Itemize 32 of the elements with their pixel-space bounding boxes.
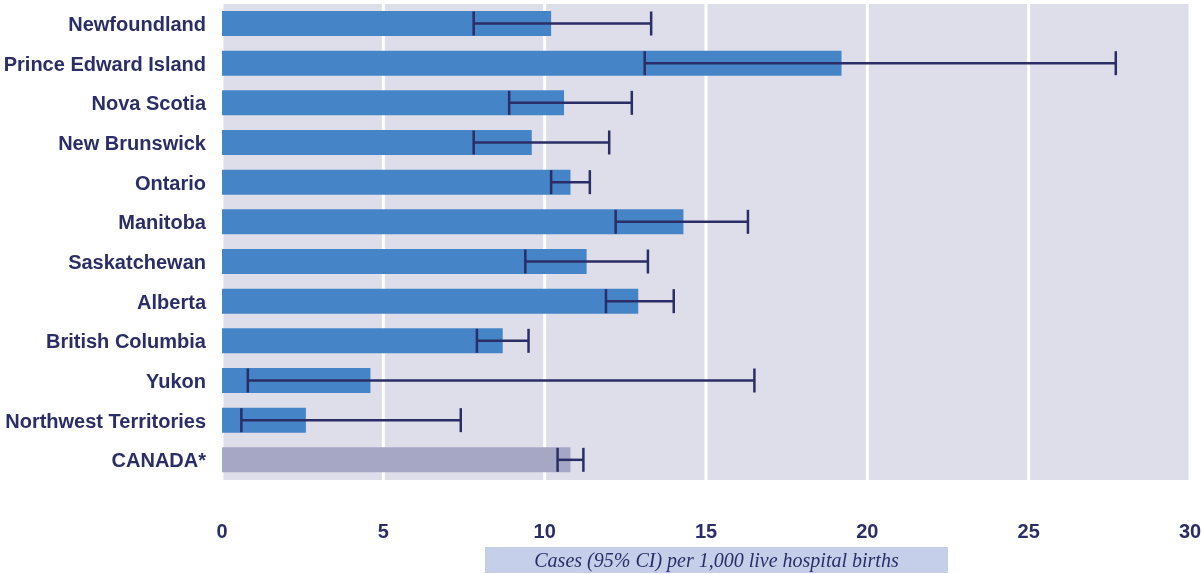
- bar: [222, 328, 503, 354]
- bar: [222, 11, 552, 36]
- bar: [222, 249, 587, 274]
- y-tick-label: Alberta: [137, 290, 207, 313]
- x-axis-title: Cases (95% CI) per 1,000 live hospital births: [485, 547, 948, 573]
- x-tick-label: 5: [377, 520, 389, 543]
- y-tick-label: Northwest Territories: [5, 409, 206, 432]
- x-tick-label: 10: [533, 520, 556, 543]
- y-tick-label: Yukon: [145, 369, 206, 392]
- bar: [222, 130, 532, 155]
- y-tick-label: Newfoundland: [68, 12, 206, 35]
- x-tick-label: 25: [1017, 520, 1040, 543]
- y-tick-label: CANADA*: [111, 449, 207, 472]
- bar: [222, 209, 684, 235]
- bar: [222, 447, 571, 473]
- bar: [222, 288, 639, 314]
- y-tick-label: Prince Edward Island: [3, 52, 206, 75]
- x-tick-label: 15: [694, 520, 718, 543]
- bar: [222, 50, 842, 76]
- y-tick-label: Saskatchewan: [68, 250, 206, 273]
- bar: [222, 368, 371, 393]
- x-tick-label: 20: [856, 520, 879, 543]
- bar: [222, 90, 565, 116]
- y-tick-label: Nova Scotia: [91, 92, 207, 115]
- y-tick-label: New Brunswick: [58, 131, 207, 154]
- y-tick-label: British Columbia: [45, 330, 207, 353]
- x-tick-label: 30: [1178, 520, 1202, 543]
- y-tick-label: Ontario: [134, 171, 206, 194]
- bar: [222, 407, 306, 433]
- bar: [222, 169, 571, 195]
- y-tick-label: Manitoba: [118, 211, 207, 234]
- x-tick-label: 0: [216, 520, 228, 543]
